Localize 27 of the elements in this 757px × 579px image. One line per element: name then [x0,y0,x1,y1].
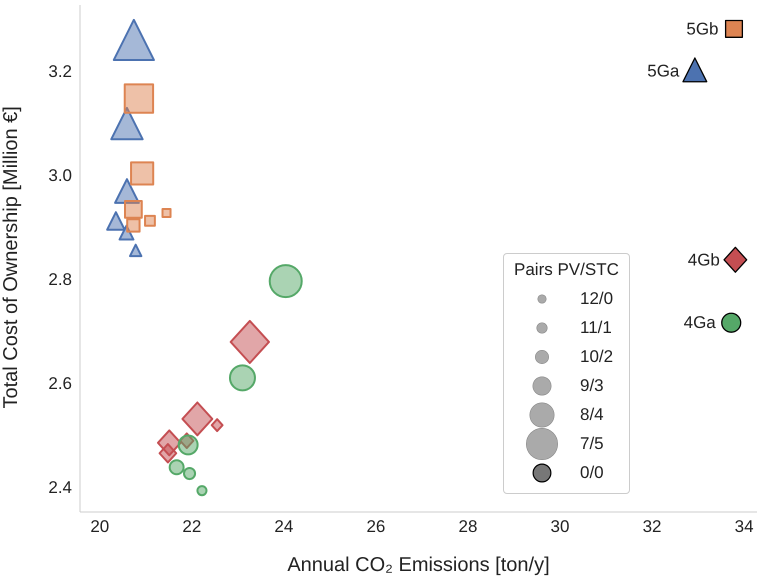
x-tick-label: 22 [182,517,202,536]
series-label: 5Ga [647,62,680,81]
series-label: 4Ga [684,313,716,332]
legend-title: Pairs PV/STC [514,260,619,280]
y-tick-label: 2.8 [48,270,72,290]
legend-label: 10/2 [580,346,614,366]
x-tick-label: 32 [642,517,662,536]
legend-label: 9/3 [580,376,604,396]
x-tick-label: 30 [550,517,570,536]
legend-label: 0/0 [580,462,604,482]
y-tick-label: 2.6 [48,374,72,394]
y-tick-label: 3.0 [48,166,72,186]
y-axis-title: Total Cost of Ownership [Million €] [0,106,22,408]
y-tick-label: 3.2 [48,62,72,82]
legend-label: 7/5 [580,434,604,454]
legend-label: 8/4 [580,404,604,424]
x-axis-title: Annual CO₂ Emissions [ton/y] [287,554,550,576]
series-label: 5Gb [686,19,719,38]
y-tick-label: 2.4 [48,478,72,498]
x-tick-label: 34 [734,517,754,536]
legend-label: 12/0 [580,288,614,308]
x-tick-label: 24 [274,517,294,536]
x-tick-label: 28 [458,517,478,536]
x-tick-label: 26 [366,517,386,536]
x-tick-label: 20 [90,517,110,536]
legend-label: 11/1 [580,318,612,338]
series-label: 4Gb [688,250,720,270]
